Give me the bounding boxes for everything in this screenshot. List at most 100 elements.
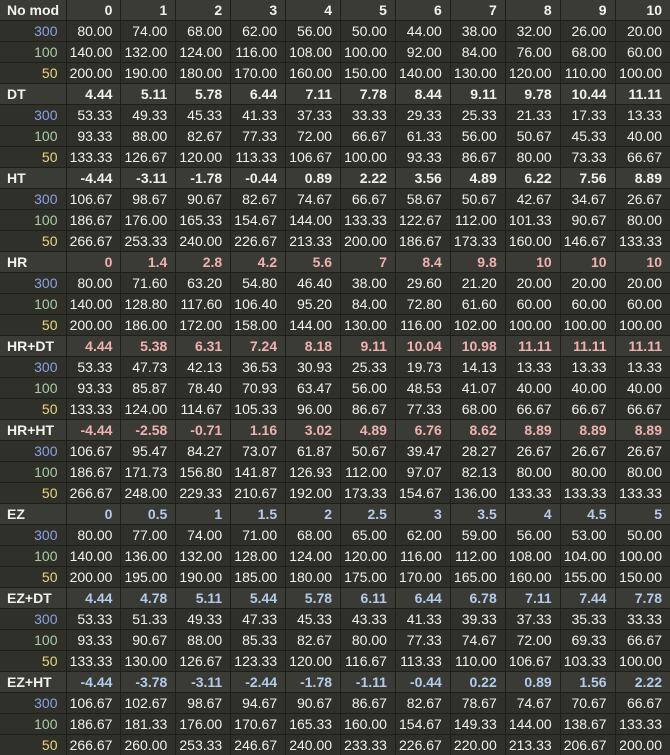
section-header-value: -2.58: [120, 419, 177, 441]
value-cell: 98.67: [120, 188, 177, 210]
section-header-value: 4.89: [449, 167, 506, 189]
row-label-100: 100: [0, 545, 67, 567]
value-cell: 206.67: [559, 734, 616, 755]
value-cell: 56.00: [285, 20, 342, 42]
value-cell: 120.00: [285, 650, 342, 672]
value-cell: 123.33: [230, 650, 287, 672]
value-cell: 59.00: [449, 524, 506, 546]
data-row-no-mod-100: 100 140.00 132.00 124.00 116.00 108.00 100.00 9…: [0, 41, 670, 63]
value-cell: 93.33: [65, 125, 122, 147]
value-cell: 80.00: [614, 209, 670, 231]
section-header-value: 2.8: [175, 251, 232, 273]
value-cell: 170.67: [230, 713, 287, 735]
value-cell: 37.33: [285, 104, 342, 126]
value-cell: 47.33: [230, 608, 287, 630]
section-header-value: 8.89: [504, 419, 561, 441]
value-cell: 62.00: [394, 524, 451, 546]
value-cell: 160.00: [504, 566, 561, 588]
value-cell: 116.00: [394, 314, 451, 336]
value-cell: 100.00: [559, 314, 616, 336]
section-header-row-dt: DT 4.44 5.11 5.78 6.44 7.11 7.78 8.44 9.11 9.78 10…: [0, 83, 670, 105]
value-cell: 106.67: [65, 440, 122, 462]
section-header-value: 9.11: [449, 83, 506, 105]
value-cell: 155.00: [559, 566, 616, 588]
value-cell: 94.67: [230, 692, 287, 714]
value-cell: 72.00: [285, 125, 342, 147]
value-cell: 34.67: [559, 188, 616, 210]
value-cell: 13.33: [504, 356, 561, 378]
section-header-value: -4.44: [65, 167, 122, 189]
value-cell: 40.00: [504, 377, 561, 399]
value-cell: 39.47: [394, 440, 451, 462]
section-header-value: 7.78: [614, 587, 670, 609]
section-header-value: 10.98: [449, 335, 506, 357]
section-header-value: 8.89: [614, 167, 670, 189]
section-header-value: 6.44: [230, 83, 287, 105]
value-cell: 100.00: [340, 41, 396, 63]
value-cell: 49.33: [120, 104, 177, 126]
row-label-100: 100: [0, 125, 67, 147]
value-cell: 66.67: [614, 146, 670, 168]
value-cell: 92.00: [394, 41, 451, 63]
data-row-ez-dt-100: 100 93.33 90.67 88.00 85.33 82.67 80.00 77.33 74…: [0, 629, 670, 651]
section-header-value: 0.89: [504, 671, 561, 693]
value-cell: 41.33: [230, 104, 287, 126]
value-cell: 100.00: [614, 545, 670, 567]
value-cell: 60.00: [504, 293, 561, 315]
row-label-50: 50: [0, 734, 67, 755]
data-row-ez-ht-100: 100 186.67 181.33 176.00 170.67 165.33 160.00 1…: [0, 713, 670, 735]
value-cell: 126.67: [175, 650, 232, 672]
value-cell: 47.73: [120, 356, 177, 378]
value-cell: 82.67: [394, 692, 451, 714]
value-cell: 74.00: [120, 20, 177, 42]
value-cell: 90.67: [285, 692, 342, 714]
value-cell: 113.33: [230, 146, 287, 168]
value-cell: 66.67: [340, 188, 396, 210]
value-cell: 90.67: [120, 629, 177, 651]
value-cell: 106.67: [504, 650, 561, 672]
data-row-dt-100: 100 93.33 88.00 82.67 77.33 72.00 66.67 61.33 56…: [0, 125, 670, 147]
value-cell: 100.00: [340, 146, 396, 168]
value-cell: 144.00: [285, 209, 342, 231]
row-label-300: 300: [0, 608, 67, 630]
value-cell: 130.00: [449, 62, 506, 84]
section-header-value: 11.11: [614, 335, 670, 357]
section-header-value: 6.78: [449, 587, 506, 609]
value-cell: 20.00: [559, 272, 616, 294]
section-header-value: -3.11: [120, 167, 177, 189]
value-cell: 190.00: [120, 62, 177, 84]
value-cell: 77.33: [230, 125, 287, 147]
value-cell: 78.67: [449, 692, 506, 714]
value-cell: 28.27: [449, 440, 506, 462]
value-cell: 13.33: [614, 104, 670, 126]
value-cell: 190.00: [175, 566, 232, 588]
value-cell: 74.67: [449, 629, 506, 651]
value-cell: 226.67: [230, 230, 287, 252]
value-cell: 60.00: [559, 293, 616, 315]
value-cell: 180.00: [175, 62, 232, 84]
section-header-value: 5.38: [120, 335, 177, 357]
value-cell: 175.00: [340, 566, 396, 588]
value-cell: 66.67: [614, 398, 670, 420]
value-cell: 84.27: [175, 440, 232, 462]
row-label-300: 300: [0, 356, 67, 378]
value-cell: 229.33: [175, 482, 232, 504]
section-header-value: 5: [340, 0, 396, 21]
section-header-value: 7.11: [285, 83, 342, 105]
row-label-100: 100: [0, 377, 67, 399]
value-cell: 35.33: [559, 608, 616, 630]
value-cell: 68.00: [559, 41, 616, 63]
data-row-ez-50: 50 200.00 195.00 190.00 185.00 180.00 175.00 17…: [0, 566, 670, 588]
value-cell: 112.00: [449, 545, 506, 567]
value-cell: 50.67: [449, 188, 506, 210]
section-header-value: 11.11: [614, 83, 670, 105]
value-cell: 25.33: [340, 356, 396, 378]
section-header-value: 7.78: [340, 83, 396, 105]
value-cell: 26.67: [614, 188, 670, 210]
section-header-row-ht: HT -4.44 -3.11 -1.78 -0.44 0.89 2.22 3.56 4.89 6.…: [0, 167, 670, 189]
value-cell: 68.00: [285, 524, 342, 546]
row-label-50: 50: [0, 146, 67, 168]
value-cell: 176.00: [120, 209, 177, 231]
value-cell: 192.00: [285, 482, 342, 504]
row-label-100: 100: [0, 713, 67, 735]
